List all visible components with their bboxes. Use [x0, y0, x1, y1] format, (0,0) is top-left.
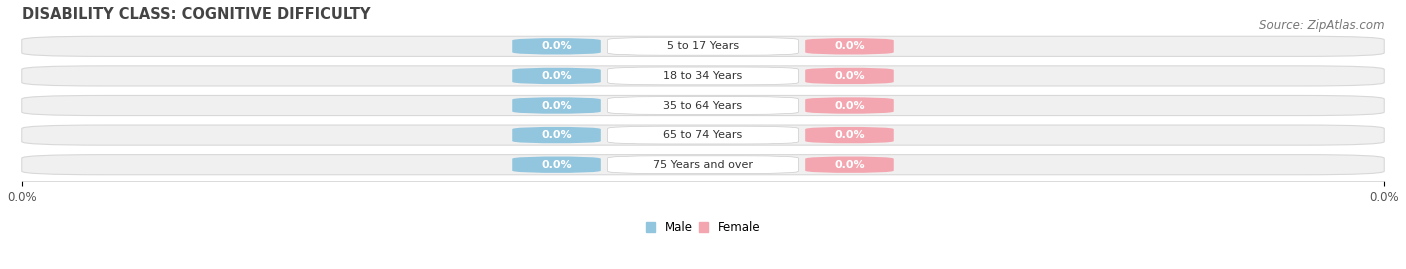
- FancyBboxPatch shape: [806, 156, 894, 173]
- Legend: Male, Female: Male, Female: [641, 216, 765, 238]
- Text: 0.0%: 0.0%: [541, 41, 572, 51]
- FancyBboxPatch shape: [512, 97, 600, 114]
- Text: 75 Years and over: 75 Years and over: [652, 160, 754, 170]
- FancyBboxPatch shape: [607, 156, 799, 174]
- FancyBboxPatch shape: [21, 95, 1385, 116]
- FancyBboxPatch shape: [21, 125, 1385, 145]
- FancyBboxPatch shape: [21, 155, 1385, 175]
- FancyBboxPatch shape: [512, 127, 600, 143]
- FancyBboxPatch shape: [512, 68, 600, 84]
- FancyBboxPatch shape: [607, 67, 799, 85]
- Text: 0.0%: 0.0%: [834, 41, 865, 51]
- Text: 5 to 17 Years: 5 to 17 Years: [666, 41, 740, 51]
- FancyBboxPatch shape: [21, 66, 1385, 86]
- Text: 0.0%: 0.0%: [834, 130, 865, 140]
- FancyBboxPatch shape: [607, 97, 799, 114]
- Text: 18 to 34 Years: 18 to 34 Years: [664, 71, 742, 81]
- FancyBboxPatch shape: [806, 97, 894, 114]
- Text: 0.0%: 0.0%: [541, 130, 572, 140]
- Text: 65 to 74 Years: 65 to 74 Years: [664, 130, 742, 140]
- FancyBboxPatch shape: [21, 36, 1385, 56]
- FancyBboxPatch shape: [512, 156, 600, 173]
- Text: Source: ZipAtlas.com: Source: ZipAtlas.com: [1260, 19, 1385, 32]
- Text: 0.0%: 0.0%: [541, 101, 572, 111]
- FancyBboxPatch shape: [806, 38, 894, 55]
- FancyBboxPatch shape: [806, 68, 894, 84]
- FancyBboxPatch shape: [806, 127, 894, 143]
- FancyBboxPatch shape: [607, 126, 799, 144]
- Text: 0.0%: 0.0%: [834, 160, 865, 170]
- FancyBboxPatch shape: [512, 38, 600, 55]
- Text: 0.0%: 0.0%: [834, 101, 865, 111]
- Text: 0.0%: 0.0%: [834, 71, 865, 81]
- Text: 35 to 64 Years: 35 to 64 Years: [664, 101, 742, 111]
- Text: 0.0%: 0.0%: [541, 160, 572, 170]
- Text: 0.0%: 0.0%: [541, 71, 572, 81]
- Text: DISABILITY CLASS: COGNITIVE DIFFICULTY: DISABILITY CLASS: COGNITIVE DIFFICULTY: [21, 7, 370, 22]
- FancyBboxPatch shape: [607, 37, 799, 55]
